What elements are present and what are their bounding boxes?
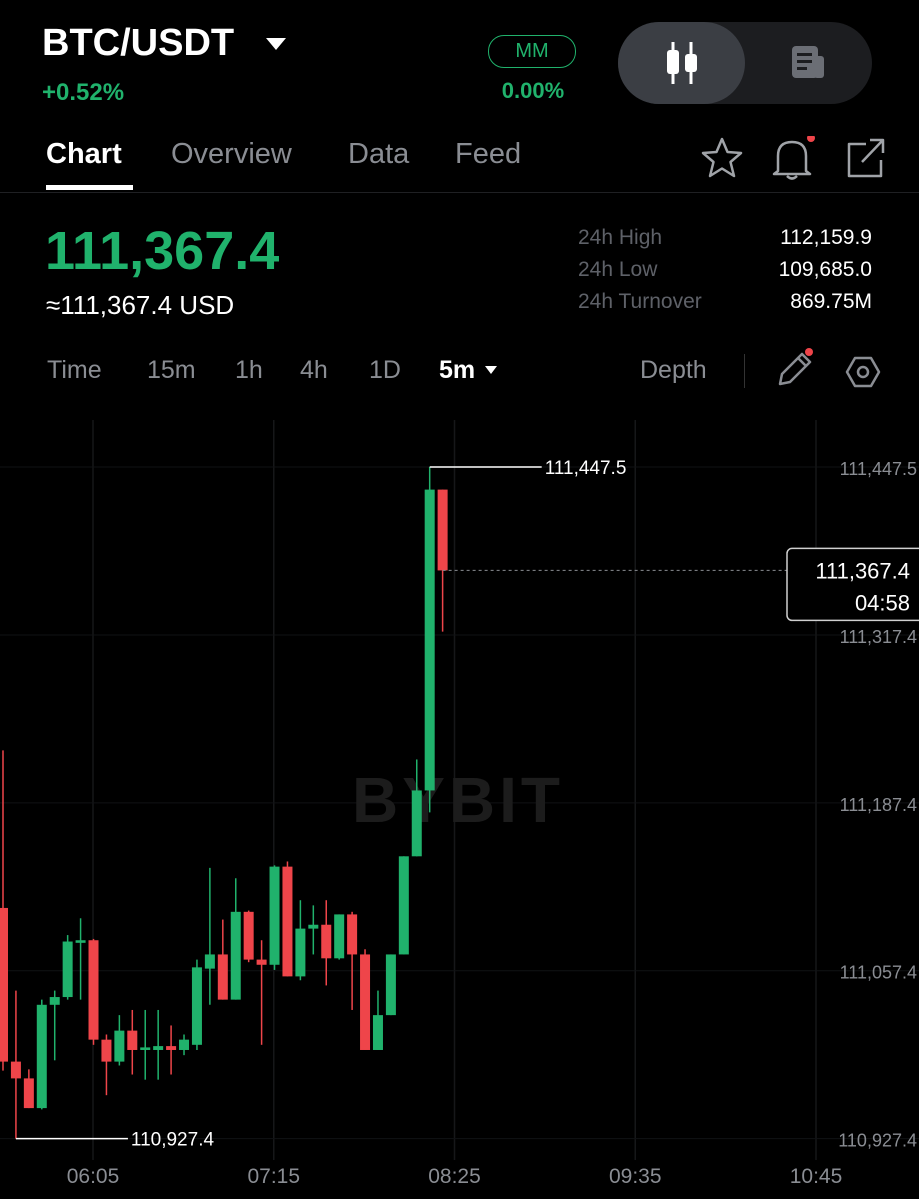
countdown: 04:58 [855, 590, 910, 615]
notification-dot [807, 136, 815, 142]
interval[interactable]: 1D [369, 356, 401, 384]
interval-arrow [485, 366, 497, 374]
toggle-candle[interactable] [618, 22, 745, 104]
candle-body [204, 954, 215, 969]
y-tick-label: 111,057.4 [840, 963, 917, 983]
x-tick-label: 07:15 [247, 1165, 300, 1188]
interval[interactable]: 4h [300, 356, 328, 384]
price-tag-label: 111,367.4 [815, 558, 910, 583]
interval[interactable]: 1h [235, 356, 263, 384]
candle-body [321, 924, 332, 959]
candle-body [385, 954, 396, 1016]
candle-body [243, 911, 254, 960]
candle-icon [667, 42, 697, 84]
tab[interactable]: Data [348, 138, 410, 170]
tab-underline [46, 185, 133, 190]
stat-label: 24h Low [578, 258, 658, 281]
watermark: BYBIT [352, 764, 564, 836]
candle-body [166, 1046, 177, 1050]
dropdown-arrow[interactable] [264, 36, 288, 52]
last-price: 111,367.4 [45, 221, 280, 281]
price-tag [786, 547, 919, 622]
candle-body [75, 940, 86, 943]
x-tick-label: 09:35 [609, 1165, 662, 1188]
tab[interactable]: Chart [46, 138, 122, 170]
candle-body [372, 1015, 383, 1050]
interval[interactable]: 15m [147, 356, 196, 384]
bell-icon[interactable] [772, 140, 812, 180]
candle-body [0, 907, 8, 1062]
share-icon[interactable] [847, 138, 885, 178]
candle-body [424, 489, 435, 791]
divider [0, 192, 919, 193]
candle-body [153, 1046, 164, 1050]
candle-body [230, 911, 241, 1000]
candle-body [36, 1004, 47, 1109]
candle-body [308, 924, 319, 929]
stat-label: 24h High [578, 226, 663, 249]
candle-body [217, 954, 228, 1000]
candle-body [10, 1061, 21, 1079]
candle-body [411, 790, 422, 857]
active-interval[interactable]: 5m [439, 356, 476, 384]
star-icon[interactable] [701, 137, 743, 178]
candle-body [88, 940, 99, 1040]
candle-body [295, 928, 306, 977]
candle-body [23, 1078, 34, 1109]
candle-body [101, 1039, 112, 1062]
tab[interactable]: Overview [171, 138, 292, 170]
tool-icons [778, 348, 881, 388]
usd-price: ≈111,367.4 USD [46, 290, 235, 320]
candle-body [269, 866, 280, 965]
stat-value: 112,159.9 [780, 226, 872, 249]
notification-dot [805, 348, 813, 356]
pair-change: +0.52% [42, 79, 125, 106]
candle-body [140, 1047, 151, 1050]
y-tick-label: 111,447.5 [840, 459, 917, 479]
candle-body [360, 954, 371, 1050]
pair-title[interactable]: BTC/USDT [42, 22, 235, 64]
x-tick-label: 10:45 [790, 1165, 843, 1188]
mm-value: 0.00% [501, 78, 565, 103]
candle-body [191, 967, 202, 1045]
candle-body [347, 914, 358, 955]
header-actions [701, 136, 885, 180]
annotation-label: 111,447.5 [545, 458, 627, 479]
stat-label: 24h Turnover [578, 290, 702, 313]
settings-icon[interactable] [845, 356, 881, 388]
candle-body [62, 941, 73, 998]
pencil-icon[interactable] [778, 352, 812, 386]
x-tick-label: 06:05 [67, 1165, 120, 1188]
tab[interactable]: Feed [455, 138, 522, 170]
depth-button[interactable]: Depth [640, 356, 707, 384]
news-icon[interactable] [790, 44, 828, 82]
candle-body [49, 997, 60, 1005]
y-tick-label: 111,317.4 [840, 627, 917, 647]
candle-body [179, 1039, 190, 1050]
candle-body [114, 1030, 125, 1062]
mm-badge[interactable]: MM [488, 35, 576, 68]
candle-body [282, 866, 293, 977]
interval[interactable]: Time [47, 356, 102, 384]
x-tick-label: 08:25 [428, 1165, 481, 1188]
candle-body [437, 489, 448, 571]
separator [744, 354, 745, 388]
y-tick-label: 111,187.4 [840, 795, 917, 815]
stat-value: 109,685.0 [778, 258, 872, 281]
candle-body [334, 914, 345, 959]
annotation-label: 110,927.4 [131, 1130, 215, 1151]
stat-value: 869.75M [790, 290, 872, 313]
candle-body [256, 959, 267, 965]
candle-body [127, 1030, 138, 1050]
y-tick-label: 110,927.4 [838, 1131, 917, 1151]
candle-body [398, 856, 409, 955]
